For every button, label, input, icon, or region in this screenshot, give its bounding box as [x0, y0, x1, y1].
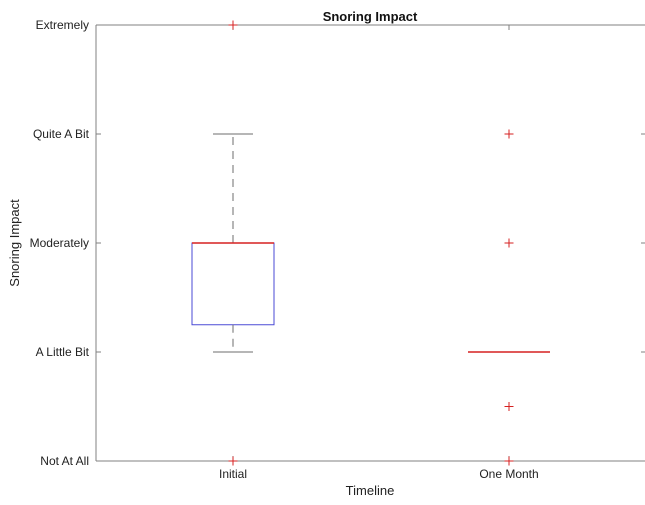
- x-tick-label: One Month: [479, 467, 538, 481]
- box: [191, 242, 275, 326]
- y-axis-label: Snoring Impact: [7, 199, 22, 287]
- y-tick-label: Moderately: [30, 236, 89, 250]
- y-tick-label: A Little Bit: [36, 345, 90, 359]
- y-tick-label: Quite A Bit: [33, 127, 90, 141]
- x-axis-label: Timeline: [346, 483, 395, 498]
- y-tick-label: Not At All: [40, 454, 89, 468]
- chart-title: Snoring Impact: [323, 9, 418, 24]
- plot-area: Not At All A Little Bit Moderately Quite A …: [30, 18, 645, 481]
- y-tick-label: Extremely: [36, 18, 89, 32]
- x-tick-label: Initial: [219, 467, 247, 481]
